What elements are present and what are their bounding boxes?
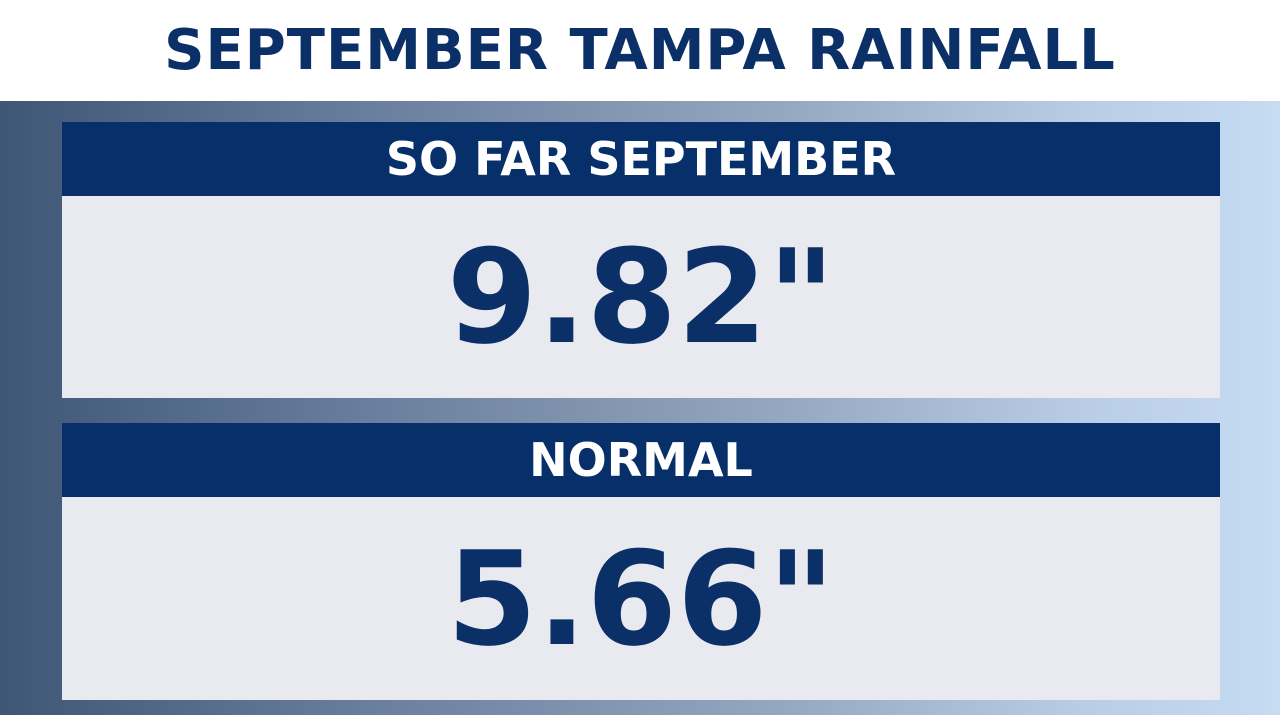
title-bar: SEPTEMBER TAMPA RAINFALL: [0, 0, 1280, 101]
so-far-header: SO FAR SEPTEMBER: [62, 122, 1220, 196]
page-title: SEPTEMBER TAMPA RAINFALL: [164, 17, 1116, 83]
normal-value: 5.66": [446, 522, 836, 675]
normal-panel: NORMAL 5.66": [62, 423, 1220, 700]
normal-header: NORMAL: [62, 423, 1220, 497]
so-far-label: SO FAR SEPTEMBER: [385, 132, 897, 186]
so-far-body: 9.82": [62, 196, 1220, 398]
normal-body: 5.66": [62, 497, 1220, 700]
normal-label: NORMAL: [529, 433, 753, 487]
so-far-panel: SO FAR SEPTEMBER 9.82": [62, 122, 1220, 398]
so-far-value: 9.82": [446, 221, 836, 373]
